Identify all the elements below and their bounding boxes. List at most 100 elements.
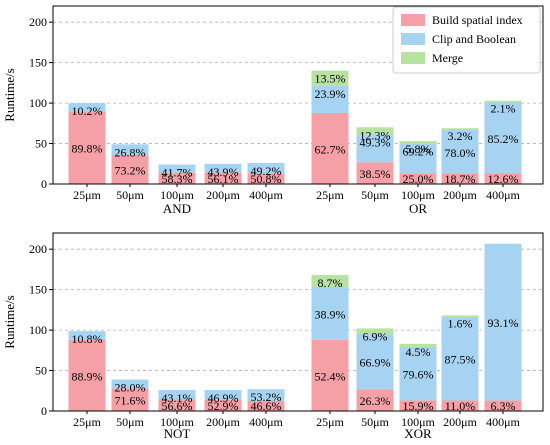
data-label: 62.7% (315, 142, 346, 156)
bottom-panel: 88.9% 10.8% 25μm 71.6%28.0% 50μm 56.6%43.1% 10… (2, 232, 544, 441)
y-tick-label: 200 (29, 242, 47, 256)
x-tick-label: 200μm (206, 188, 240, 202)
bar-segment (311, 112, 349, 184)
bar-segment (111, 154, 149, 184)
data-label: 2.1% (491, 102, 516, 116)
y-axis-title: Runtime/s (2, 68, 17, 121)
data-label: 4.5% (406, 345, 431, 359)
x-tick-label: 50μm (116, 415, 144, 429)
bar-segment (247, 389, 285, 401)
data-label: 88.9% (72, 369, 103, 383)
bar-segment (158, 390, 196, 400)
y-tick-label: 50 (35, 364, 47, 378)
x-tick-label: 400μm (249, 188, 283, 202)
bar-segment (68, 339, 106, 411)
data-label: 1.6% (448, 316, 473, 330)
x-tick-label: 100μm (160, 415, 194, 429)
x-tick-label: 200μm (443, 415, 477, 429)
data-label: 87.5% (445, 353, 476, 367)
x-tick-label: 50μm (116, 188, 144, 202)
bar-segment (356, 328, 394, 335)
legend-label: Clip and Boolean (432, 32, 516, 46)
bar-segment (484, 243, 522, 401)
data-label: 79.6% (403, 368, 434, 382)
legend-swatch (401, 52, 425, 64)
bar-segment (111, 379, 149, 389)
legend: Build spatial index Clip and Boolean Merge (392, 6, 541, 74)
data-label: 12.6% (488, 172, 519, 186)
bar-segment (484, 100, 522, 103)
x-tick-label: 100μm (160, 188, 194, 202)
data-label: 85.2% (488, 132, 519, 146)
bar-segment (204, 163, 242, 173)
data-label: 11.0% (445, 399, 476, 413)
bar-segment (356, 134, 394, 163)
bar-segment (441, 400, 479, 411)
data-label: 52.9% (208, 399, 239, 413)
bar-segment (356, 389, 394, 411)
data-label: 10.8% (72, 332, 103, 346)
data-label: 89.8% (72, 142, 103, 156)
top-panel: 89.8% 10.2% 25μm 73.2% 26.8% 50μm 58.3%41.7% 10… (2, 5, 544, 216)
data-label: 46.6% (251, 399, 282, 413)
x-tick-label: 50μm (361, 188, 389, 202)
bar-segment (204, 172, 242, 184)
legend-label: Build spatial index (432, 13, 523, 27)
data-label: 56.6% (162, 399, 193, 413)
data-label: 58.3% (162, 172, 193, 186)
bar-segment (158, 172, 196, 184)
y-tick-label: 150 (29, 283, 47, 297)
data-label: 69.2% (403, 145, 434, 159)
data-label: 56.1% (208, 172, 239, 186)
data-label: 26.3% (360, 394, 391, 408)
x-tick-label: 100μm (401, 188, 435, 202)
bar-segment (311, 85, 349, 113)
bar-segment (399, 143, 437, 174)
plot-frame (52, 5, 544, 185)
bar-segment (399, 173, 437, 184)
data-label: 10.2% (72, 104, 103, 118)
data-label: 5.8% (406, 142, 431, 156)
bar-segment (158, 399, 196, 411)
bar-segment (68, 103, 106, 112)
bar-segment (356, 127, 394, 135)
bar-segment (356, 162, 394, 184)
data-label: 18.7% (445, 172, 476, 186)
y-tick-label: 50 (35, 137, 47, 151)
bar-segment (311, 275, 349, 287)
legend-swatch (401, 14, 425, 26)
y-tick-label: 200 (29, 15, 47, 29)
data-label: 53.2% (251, 390, 282, 404)
data-label: 78.0% (445, 146, 476, 160)
data-label: 28.0% (115, 381, 146, 395)
legend-label: Merge (432, 51, 463, 65)
data-label: 8.7% (318, 276, 343, 290)
data-label: 38.5% (360, 167, 391, 181)
bar-segment (111, 144, 149, 155)
legend-box (392, 6, 541, 74)
bar-segment (311, 70, 349, 86)
x-tick-label: 200μm (443, 188, 477, 202)
data-label: 41.7% (162, 166, 193, 180)
bar-segment (484, 102, 522, 174)
data-label: 71.6% (115, 394, 146, 408)
data-label: 93.1% (488, 316, 519, 330)
bar-segment (158, 164, 196, 173)
bar-segment (68, 111, 106, 184)
bar-segment (441, 173, 479, 184)
data-label: 6.9% (363, 329, 388, 343)
group-label: OR (409, 201, 427, 216)
bar-segment (356, 334, 394, 390)
bar-segment (441, 316, 479, 401)
bar-segment (399, 400, 437, 411)
data-label: 6.3% (491, 399, 516, 413)
data-label: 38.9% (315, 307, 346, 321)
bar-segment (484, 400, 522, 411)
bar-segment (484, 173, 522, 184)
bar-segment (111, 388, 149, 411)
data-label: 12.3% (360, 128, 391, 142)
bar-segment (441, 130, 479, 174)
bar-segment (204, 399, 242, 411)
data-label: 50.8% (251, 172, 282, 186)
